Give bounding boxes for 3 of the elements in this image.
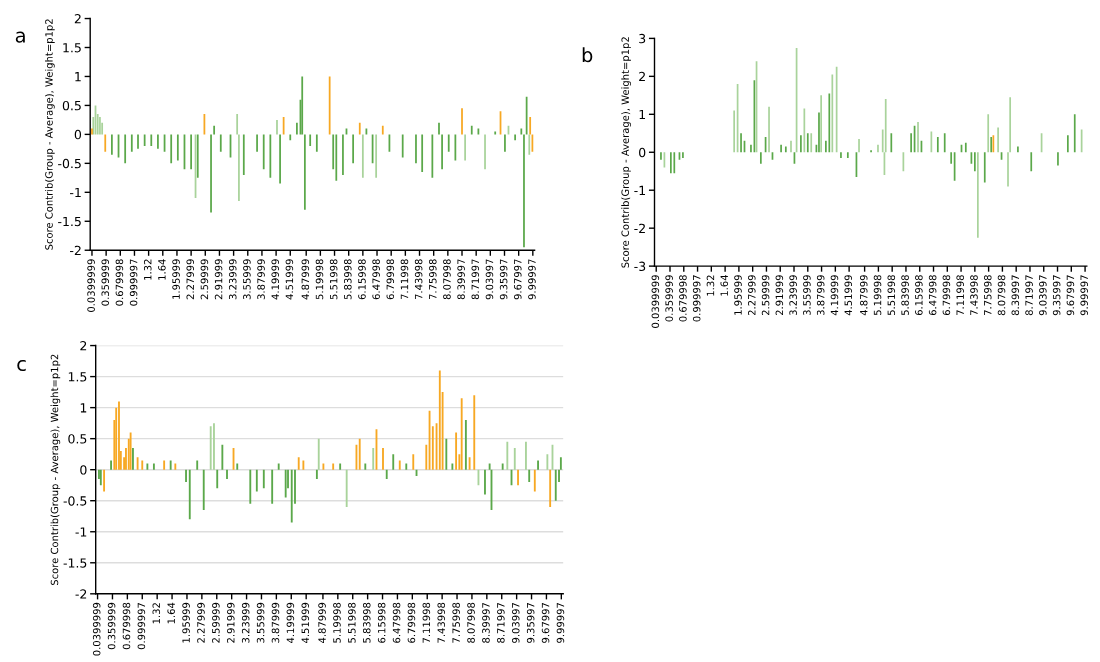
- chart-title: b: [582, 47, 593, 63]
- chart-title: a: [15, 31, 25, 43]
- text: c: [17, 359, 26, 372]
